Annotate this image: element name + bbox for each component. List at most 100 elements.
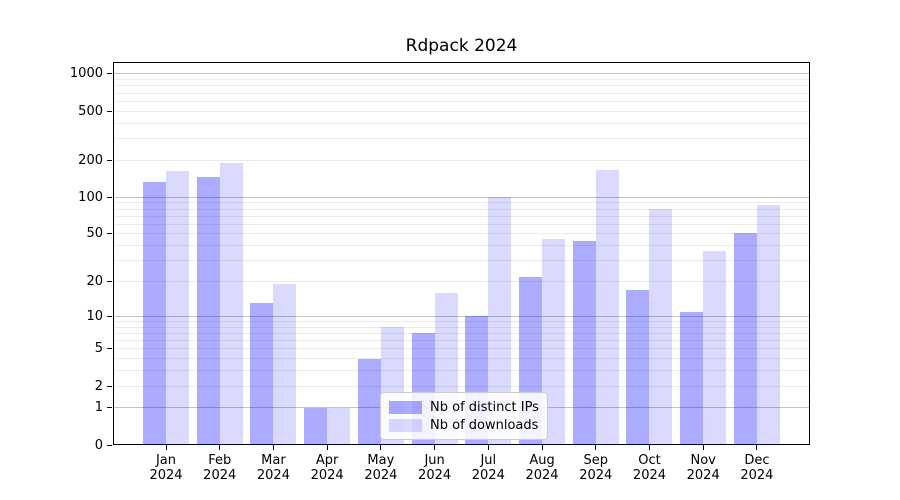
gridline-minor <box>113 159 810 161</box>
x-tick-label: Oct 2024 <box>632 453 667 483</box>
x-tick-label: Mar 2024 <box>256 453 290 483</box>
x-tick-label: Aug 2024 <box>525 453 559 483</box>
x-tick <box>380 445 382 450</box>
gridline-minor <box>113 208 810 210</box>
legend-label-distinct-ips: Nb of distinct IPs <box>430 399 539 415</box>
bar-distinct-ips-feb <box>196 177 220 445</box>
x-tick <box>756 445 758 450</box>
x-tick-label: Jul 2024 <box>471 453 505 483</box>
y-tick <box>107 196 112 198</box>
x-tick-label: May 2024 <box>364 453 398 483</box>
x-tick <box>648 445 650 450</box>
x-tick <box>702 445 704 450</box>
gridline-minor <box>113 385 810 387</box>
y-tick-label: 50 <box>86 226 103 242</box>
x-tick <box>541 445 543 450</box>
y-tick-label: 0 <box>94 437 103 453</box>
y-tick <box>107 233 112 235</box>
legend: Nb of distinct IPs Nb of downloads <box>380 392 548 440</box>
y-tick <box>107 110 112 112</box>
gridline-minor <box>113 85 810 87</box>
plot-area <box>113 62 810 445</box>
x-tick-label: Sep 2024 <box>579 453 613 483</box>
bar-downloads-feb <box>219 162 243 445</box>
bar-downloads-jul <box>488 197 512 445</box>
gridline-minor <box>113 79 810 81</box>
gridline-minor <box>113 100 810 102</box>
y-tick <box>107 315 112 317</box>
x-tick <box>219 445 221 450</box>
y-tick-label: 200 <box>78 152 103 168</box>
x-tick <box>595 445 597 450</box>
bar-downloads-dec <box>756 204 780 445</box>
y-tick <box>107 444 112 446</box>
y-tick-label: 5 <box>94 341 103 357</box>
x-tick <box>487 445 489 450</box>
y-tick-label: 100 <box>78 189 103 205</box>
bar-distinct-ips-dec <box>733 232 757 445</box>
x-tick <box>326 445 328 450</box>
y-tick <box>107 159 112 161</box>
gridline-minor <box>113 223 810 225</box>
y-tick-label: 2 <box>94 378 103 394</box>
gridline-minor <box>113 233 810 235</box>
x-tick-label: Jun 2024 <box>418 453 452 483</box>
gridline-minor <box>113 122 810 124</box>
gridline-minor <box>113 202 810 204</box>
legend-swatch-downloads <box>389 418 422 432</box>
bar-distinct-ips-nov <box>680 311 704 445</box>
y-tick-label: 500 <box>78 103 103 119</box>
bar-distinct-ips-may <box>357 358 381 445</box>
y-tick-label: 10 <box>86 308 103 324</box>
gridline-minor <box>113 320 810 322</box>
gridline-minor <box>113 215 810 217</box>
x-tick-label: Apr 2024 <box>310 453 344 483</box>
y-tick <box>107 73 112 75</box>
bar-distinct-ips-jan <box>143 181 166 445</box>
y-tick-label: 20 <box>86 274 103 289</box>
y-tick-label: 1000 <box>69 66 103 82</box>
gridline-minor <box>113 340 810 341</box>
gridline-minor <box>113 281 810 282</box>
x-tick-label: Jan 2024 <box>149 453 183 483</box>
y-tick <box>107 385 112 387</box>
gridline-major <box>113 73 810 75</box>
bar-distinct-ips-sep <box>572 240 596 445</box>
x-tick <box>165 445 167 450</box>
x-tick <box>434 445 436 450</box>
gridline-minor <box>113 138 810 140</box>
gridline-minor <box>113 358 810 360</box>
bar-distinct-ips-oct <box>626 289 650 445</box>
bar-distinct-ips-apr <box>304 407 328 445</box>
chart-title: Rdpack 2024 <box>405 36 518 56</box>
y-tick-label: 1 <box>94 400 103 416</box>
legend-swatch-distinct-ips <box>389 400 422 414</box>
x-tick-label: Feb 2024 <box>203 453 237 483</box>
gridline-minor <box>113 245 810 247</box>
gridline-minor <box>113 110 810 112</box>
x-tick-label: Dec 2024 <box>740 453 774 483</box>
y-tick <box>107 348 112 350</box>
bar-downloads-oct <box>649 209 673 445</box>
gridline-minor <box>113 326 810 328</box>
bar-distinct-ips-mar <box>250 303 274 445</box>
gridline-minor <box>113 348 810 350</box>
gridline-major <box>113 315 810 317</box>
x-tick-label: Nov 2024 <box>686 453 720 483</box>
bar-downloads-mar <box>273 284 297 445</box>
legend-entry-downloads: Nb of downloads <box>389 416 539 434</box>
gridline-minor <box>113 260 810 262</box>
gridline-minor <box>113 332 810 334</box>
gridline-minor <box>113 92 810 94</box>
legend-label-downloads: Nb of downloads <box>430 417 539 433</box>
bar-downloads-apr <box>327 407 351 445</box>
bar-downloads-sep <box>595 170 619 445</box>
y-tick <box>107 407 112 409</box>
bar-downloads-jan <box>166 170 189 445</box>
y-tick <box>107 281 112 282</box>
x-tick <box>272 445 274 450</box>
bar-downloads-nov <box>703 251 727 445</box>
